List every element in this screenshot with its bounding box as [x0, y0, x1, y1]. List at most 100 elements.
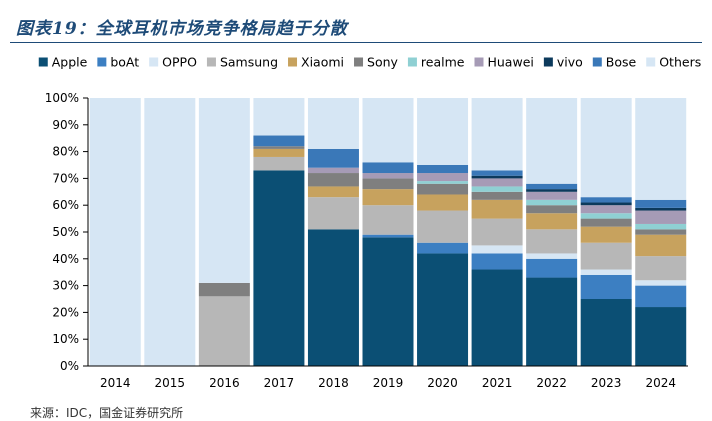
legend-label-huawei: Huawei [487, 55, 533, 70]
bar-segment-samsung [198, 296, 250, 366]
x-tick-label: 2021 [482, 376, 513, 390]
bar-segment-sony [362, 178, 414, 190]
bar-segment-xiaomi [526, 213, 578, 230]
bars [89, 98, 687, 366]
bar-segment-boat [580, 274, 632, 299]
y-tick-label: 10% [52, 332, 79, 346]
bar-segment-samsung [635, 256, 687, 281]
legend-label-vivo: vivo [557, 55, 583, 70]
x-tick-label: 2018 [318, 376, 349, 390]
legend-swatch-sony [354, 57, 364, 67]
bar-segment-realme [417, 181, 469, 184]
bar-segment-oppo [526, 253, 578, 259]
bar-segment-samsung [362, 205, 414, 235]
bar-segment-bose [635, 199, 687, 208]
y-tick-label: 100% [45, 91, 79, 105]
bar-segment-others [89, 98, 141, 366]
bar-segment-apple [307, 229, 359, 366]
bar-segment-xiaomi [635, 234, 687, 257]
bar-segment-sony [417, 183, 469, 195]
bar-segment-others [307, 98, 359, 149]
bar-segment-others [362, 98, 414, 163]
y-tick-label: 90% [52, 118, 79, 132]
bar-segment-samsung [253, 156, 305, 171]
bar-segment-xiaomi [253, 148, 305, 157]
bar-segment-realme [580, 213, 632, 219]
bar-segment-bose [307, 148, 359, 168]
bar-segment-bose [362, 162, 414, 174]
bar-segment-apple [580, 299, 632, 366]
bar-segment-sony [253, 146, 305, 149]
source-note: 来源：IDC，国金证券研究所 [30, 406, 184, 420]
bar-segment-others [144, 98, 196, 366]
bar-segment-boat [362, 234, 414, 238]
bar-segment-others [471, 98, 523, 171]
bar-segment-sony [580, 218, 632, 227]
bar-segment-apple [362, 237, 414, 366]
legend-swatch-others [646, 57, 656, 67]
y-tick-label: 30% [52, 279, 79, 293]
legend-label-xiaomi: Xiaomi [301, 55, 344, 70]
bar-segment-others [580, 98, 632, 198]
legend-label-others: Others [659, 55, 701, 70]
legend-swatch-boat [97, 57, 107, 67]
bar-segment-others [635, 98, 687, 200]
bar-segment-sony [635, 229, 687, 235]
legend-label-boat: boAt [110, 55, 139, 70]
bar-segment-xiaomi [307, 186, 359, 198]
legend-swatch-realme [407, 57, 417, 67]
x-tick-label: 2015 [155, 376, 186, 390]
bar-segment-xiaomi [471, 199, 523, 219]
bar-segment-sony [526, 205, 578, 214]
bar-segment-bose [526, 183, 578, 190]
y-tick-label: 40% [52, 252, 79, 266]
bar-segment-huawei [307, 167, 359, 174]
bar-segment-oppo [635, 280, 687, 286]
stacked-bar-chart: Apple boAt OPPO Samsung Xiaomi Sony realme Huaw… [38, 55, 701, 390]
bar-segment-apple [526, 277, 578, 366]
bar-segment-apple [253, 170, 305, 366]
legend-swatch-huawei [474, 57, 484, 67]
x-tick-label: 2023 [591, 376, 622, 390]
bar-segment-huawei [471, 178, 523, 187]
bar-segment-realme [526, 199, 578, 206]
legend-label-apple: Apple [52, 55, 88, 70]
bar-segment-samsung [526, 229, 578, 254]
bar-segment-boat [635, 285, 687, 308]
bar-segment-bose [580, 197, 632, 203]
bar-segment-realme [635, 223, 687, 230]
bar-segment-sony [198, 282, 250, 297]
x-tick-label: 2024 [645, 376, 676, 390]
bar-segment-samsung [580, 242, 632, 270]
bar-segment-huawei [635, 210, 687, 224]
bar-segment-vivo [635, 207, 687, 211]
bar-segment-bose [471, 170, 523, 176]
y-axis: 0% 10% 20% 30% 40% 50% 60% 70% 80% 90% 100% [45, 91, 89, 373]
bar-segment-vivo [580, 202, 632, 206]
legend-swatch-bose [592, 57, 602, 67]
y-tick-label: 50% [52, 225, 79, 239]
bar-segment-apple [635, 307, 687, 366]
legend-swatch-samsung [206, 57, 216, 67]
bar-segment-others [417, 98, 469, 165]
legend-label-oppo: OPPO [162, 55, 197, 70]
legend-swatch-apple [38, 57, 48, 67]
x-tick-label: 2020 [427, 376, 458, 390]
bar-segment-others [526, 98, 578, 184]
bar-segment-apple [471, 269, 523, 366]
bar-segment-vivo [526, 189, 578, 192]
bar-segment-huawei [526, 191, 578, 200]
bar-segment-huawei [362, 173, 414, 179]
bar-segment-samsung [417, 210, 469, 243]
bar-segment-boat [417, 242, 469, 254]
bar-segment-bose [417, 165, 469, 174]
bar-segment-oppo [471, 245, 523, 254]
bar-segment-huawei [417, 173, 469, 182]
legend-label-samsung: Samsung [220, 55, 278, 70]
legend-swatch-vivo [543, 57, 553, 67]
x-axis: 2014 2015 2016 2017 2018 2019 2020 2021 2022 2023… [88, 365, 688, 390]
page-title: 图表19：全球耳机市场竞争格局趋于分散 [16, 19, 348, 39]
x-tick-label: 2016 [209, 376, 240, 390]
bar-segment-xiaomi [580, 226, 632, 243]
bar-segment-realme [471, 186, 523, 192]
